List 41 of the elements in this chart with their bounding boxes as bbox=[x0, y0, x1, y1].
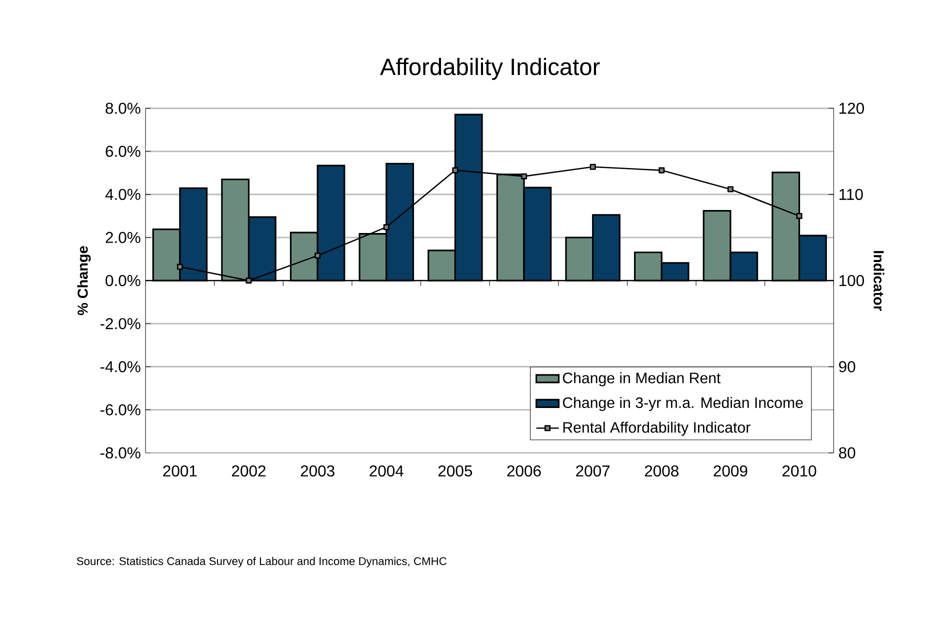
y-tick-label: 4.0% bbox=[105, 188, 140, 200]
point bbox=[314, 252, 321, 259]
y-axis-title: % Change bbox=[77, 246, 91, 316]
x-tick-label: 2003 bbox=[300, 465, 334, 476]
y2-axis-title: Indicator bbox=[874, 251, 884, 311]
x-tick-label: 2005 bbox=[438, 465, 472, 476]
y-tick-label: -2.0% bbox=[100, 318, 140, 330]
y-tick-label: -6.0% bbox=[100, 404, 140, 416]
x-tick-label: 2004 bbox=[370, 465, 404, 476]
x-tick-label: 2007 bbox=[576, 465, 610, 476]
y2-tick-label: 100 bbox=[840, 274, 864, 286]
y-tick-label: -8.0% bbox=[100, 447, 140, 458]
point bbox=[727, 186, 734, 192]
legend-label: Rental Affordability Indicator bbox=[563, 422, 750, 436]
point bbox=[176, 264, 183, 270]
y2-tick-label: 90 bbox=[839, 361, 856, 372]
x-tick-label: 2008 bbox=[644, 465, 678, 476]
point bbox=[796, 212, 802, 219]
x-tick-label: 2002 bbox=[232, 465, 266, 476]
point bbox=[452, 167, 458, 174]
y2-tick-label: 110 bbox=[840, 188, 863, 200]
y-tick-label: 2.0% bbox=[106, 232, 140, 244]
x-tick-label: 2009 bbox=[714, 465, 748, 476]
x-tick-label: 2001 bbox=[163, 465, 197, 476]
y-tick-label: 8.0% bbox=[106, 102, 140, 114]
point bbox=[520, 173, 528, 180]
y-tick-label: 0.0% bbox=[106, 274, 140, 286]
chart-title: Affordability Indicator bbox=[380, 58, 600, 80]
y2-tick-label: 80 bbox=[839, 447, 856, 458]
point bbox=[590, 164, 596, 170]
legend-label: Change in 3-yr m.a. Median Income bbox=[562, 396, 803, 412]
y-tick-label: 6.0% bbox=[106, 146, 140, 157]
point bbox=[246, 278, 252, 284]
legend-label: Change in Median Rent bbox=[562, 372, 721, 386]
point bbox=[658, 167, 665, 174]
point bbox=[383, 224, 390, 230]
y2-tick-label: 120 bbox=[840, 102, 864, 114]
x-tick-label: 2006 bbox=[507, 465, 541, 476]
x-tick-label: 2010 bbox=[782, 465, 816, 476]
source-note: Source: Statistics Canada Survey of Labour and Income Dynamics, CMHC bbox=[76, 556, 446, 568]
y-tick-label: -4.0% bbox=[100, 361, 140, 372]
